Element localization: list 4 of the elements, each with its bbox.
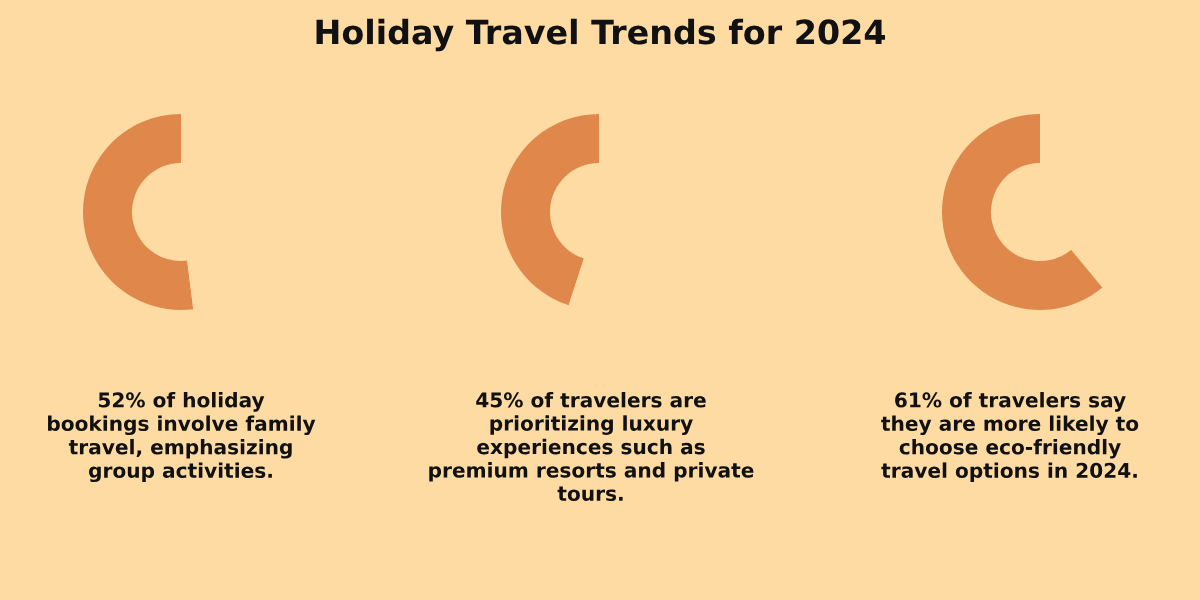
text: 45% of travelers are prioritizing luxury experiences such as premium resorts and private tours.: [429, 392, 754, 502]
text: 61% of travelers say they are more likely to choose eco-friendly travel options in 2024.: [881, 392, 1139, 482]
text: 52% of holiday bookings involve family travel, emphasizing group activities.: [48, 392, 316, 483]
text: Holiday Travel Trends for 2024: [316, 18, 885, 52]
